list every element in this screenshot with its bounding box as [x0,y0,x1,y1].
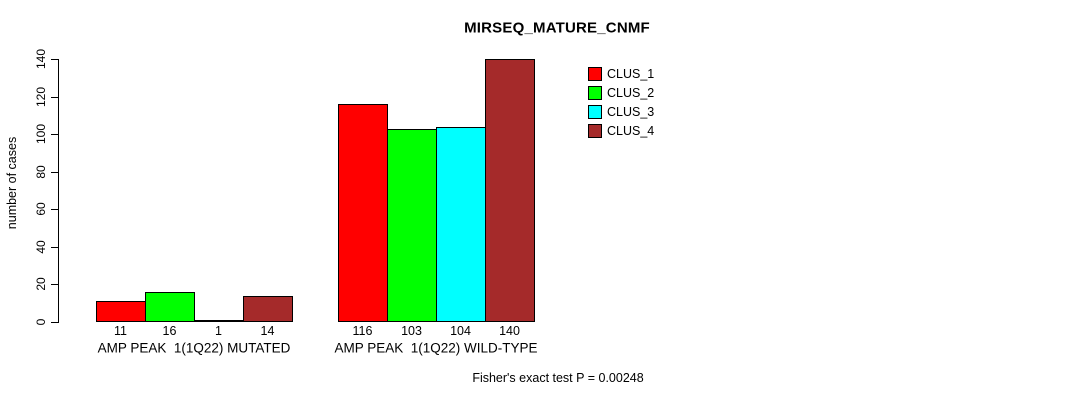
y-tick-label: 140 [34,48,48,70]
legend-label: CLUS_3 [607,104,655,119]
legend-label: CLUS_4 [607,123,655,138]
y-axis-tick [51,96,58,98]
y-tick-label: 80 [34,165,48,179]
bar-value-label: 11 [114,324,127,338]
y-axis-tick [51,209,58,211]
chart-title: MIRSEQ_MATURE_CNMF [464,19,650,37]
y-axis-tick [51,59,58,60]
bar-value-label: 1 [215,324,222,338]
y-axis-tick [51,134,58,136]
bar-clus_1-group2 [338,104,388,322]
bar-value-label: 14 [260,324,275,338]
y-tick-label: 100 [34,124,48,145]
legend-swatch-clus_2 [588,85,602,100]
legend-item: CLUS_3 [588,102,654,121]
legend-item: CLUS_4 [588,121,654,140]
legend-swatch-clus_4 [588,123,602,138]
y-axis-label: number of cases [5,136,19,230]
legend-swatch-clus_3 [588,104,602,119]
y-axis-tick [51,171,58,173]
bar-clus_3-group1 [194,320,244,322]
bar-clus_1-group1 [96,301,146,322]
legend-item: CLUS_1 [588,64,654,83]
legend-label: CLUS_1 [607,66,655,81]
fisher-test-annotation: Fisher's exact test P = 0.00248 [472,371,644,385]
bar-clus_2-group2 [387,129,437,322]
legend-label: CLUS_2 [607,85,655,100]
y-axis-tick [51,246,58,248]
bar-value-label: 140 [499,324,520,338]
bar-value-label: 116 [352,324,373,338]
bar-value-label: 104 [450,324,471,338]
bar-clus_2-group1 [145,292,195,322]
y-axis-tick [51,284,58,286]
bar-clus_4-group2 [485,59,535,322]
y-tick-label: 40 [34,240,48,254]
y-tick-label: 120 [34,86,48,107]
y-tick-label: 0 [34,318,48,326]
y-axis-line [58,59,59,323]
bar-value-label: 16 [162,324,177,338]
legend-swatch-clus_1 [588,66,602,81]
legend-item: CLUS_2 [588,83,654,102]
bar-clus_4-group1 [243,296,293,322]
x-axis-category-label: AMP PEAK 1(1Q22) WILD-TYPE [334,340,538,356]
bar-value-label: 103 [401,324,422,338]
x-axis-category-label: AMP PEAK 1(1Q22) MUTATED [97,340,291,356]
y-tick-label: 20 [34,277,48,292]
bar-clus_3-group2 [436,127,486,322]
y-tick-label: 60 [34,202,48,216]
legend: CLUS_1 CLUS_2 CLUS_3 CLUS_4 [588,64,654,140]
y-axis-tick [51,322,58,323]
